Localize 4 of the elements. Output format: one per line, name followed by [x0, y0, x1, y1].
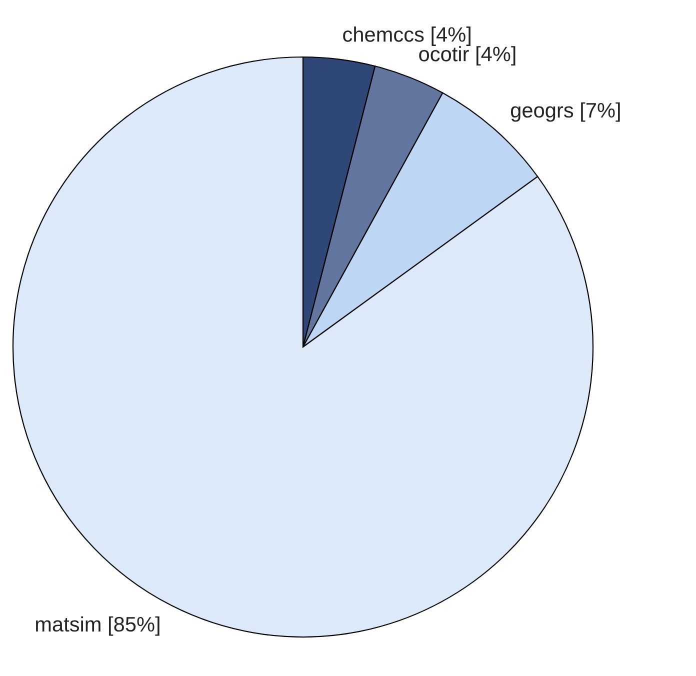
slice-label: matsim [85%] — [36, 616, 160, 636]
slice-label: chemccs [4%] — [343, 26, 470, 46]
slice-label: ocotir [4%] — [419, 46, 516, 66]
slice-label: geogrs [7%] — [511, 102, 620, 122]
